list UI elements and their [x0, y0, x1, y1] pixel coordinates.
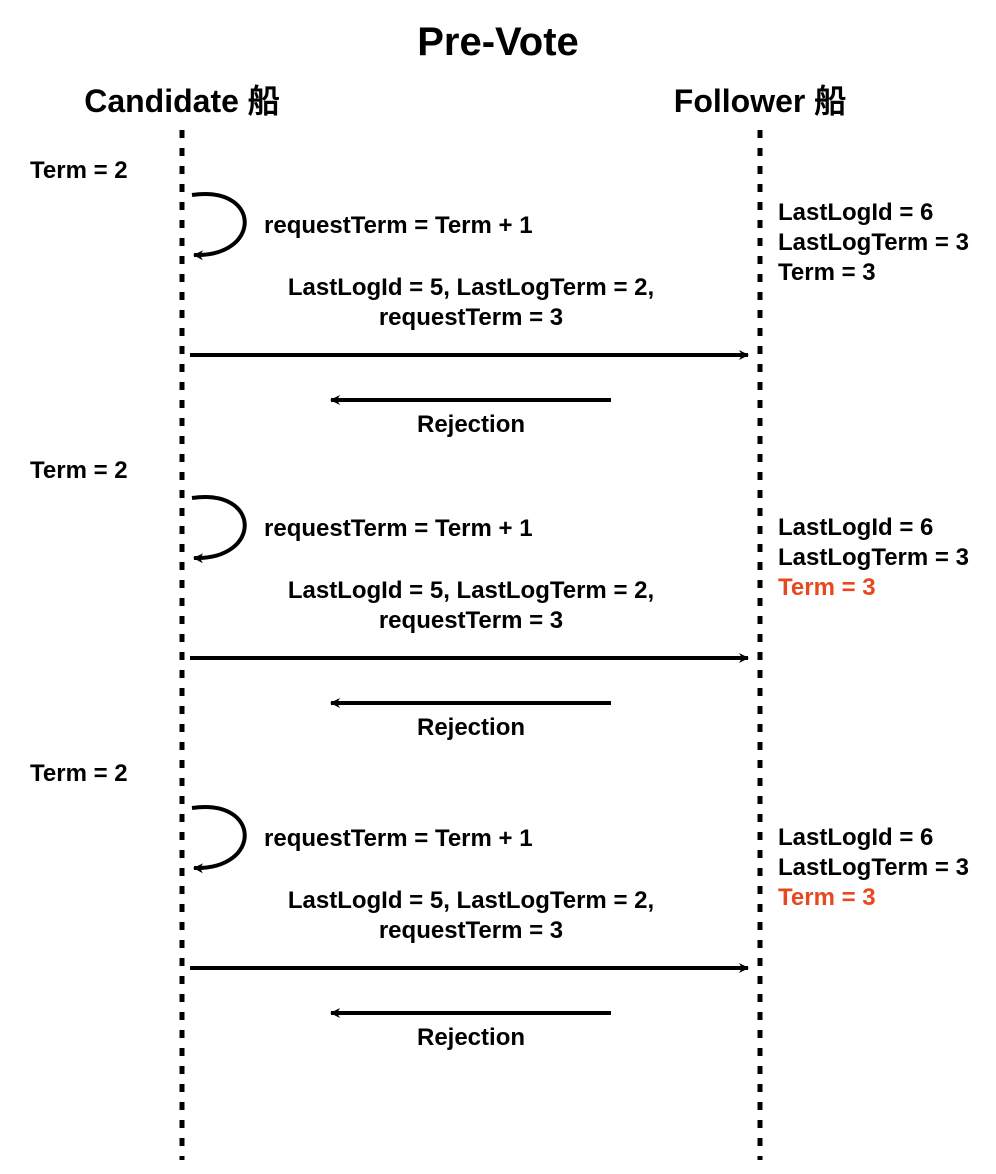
round-2: Term = 2 requestTerm = Term + 1 LastLogId … — [30, 457, 969, 741]
follower-state-line: LastLogTerm = 3 — [778, 544, 969, 571]
self-message-label: requestTerm = Term + 1 — [264, 212, 533, 239]
self-message-arrow — [192, 497, 245, 558]
follower-state-line: Term = 3 — [778, 884, 876, 911]
self-message-arrow — [192, 194, 245, 255]
candidate-header: Candidate 船 — [84, 83, 280, 119]
follower-state-line: LastLogId = 6 — [778, 824, 933, 851]
request-line2: requestTerm = 3 — [379, 917, 563, 944]
follower-state-line: Term = 3 — [778, 574, 876, 601]
follower-state-line: Term = 3 — [778, 259, 876, 286]
request-line1: LastLogId = 5, LastLogTerm = 2, — [288, 887, 654, 914]
self-message-label: requestTerm = Term + 1 — [264, 515, 533, 542]
diagram-title: Pre-Vote — [417, 20, 579, 64]
rounds-container: Term = 2 requestTerm = Term + 1 LastLogId … — [30, 157, 969, 1051]
follower-state-line: LastLogTerm = 3 — [778, 229, 969, 256]
sequence-diagram: Pre-Vote Candidate 船 Follower 船 Term = 2… — [0, 0, 996, 1174]
request-line2: requestTerm = 3 — [379, 607, 563, 634]
request-line1: LastLogId = 5, LastLogTerm = 2, — [288, 577, 654, 604]
follower-header: Follower 船 — [674, 83, 846, 119]
follower-state-line: LastLogId = 6 — [778, 514, 933, 541]
round-1: Term = 2 requestTerm = Term + 1 LastLogId … — [30, 157, 969, 438]
self-message-arrow — [192, 807, 245, 868]
candidate-term-label: Term = 2 — [30, 760, 128, 787]
request-line1: LastLogId = 5, LastLogTerm = 2, — [288, 274, 654, 301]
response-label: Rejection — [417, 411, 525, 438]
follower-state-line: LastLogTerm = 3 — [778, 854, 969, 881]
candidate-term-label: Term = 2 — [30, 157, 128, 184]
follower-state-line: LastLogId = 6 — [778, 199, 933, 226]
self-message-label: requestTerm = Term + 1 — [264, 825, 533, 852]
response-label: Rejection — [417, 714, 525, 741]
round-3: Term = 2 requestTerm = Term + 1 LastLogId … — [30, 760, 969, 1051]
request-line2: requestTerm = 3 — [379, 304, 563, 331]
candidate-term-label: Term = 2 — [30, 457, 128, 484]
response-label: Rejection — [417, 1024, 525, 1051]
